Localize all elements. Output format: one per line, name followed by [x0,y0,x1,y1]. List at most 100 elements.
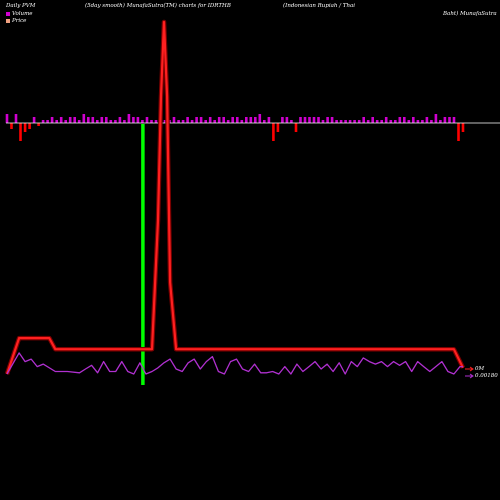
volume-bar [118,117,122,123]
volume-bar [344,120,347,123]
volume-bar [389,120,393,123]
volume-bar [172,117,176,123]
volume-bar [380,120,383,123]
price-level-label: 0.00180 [475,373,498,379]
volume-bar [434,114,438,123]
pvm-line-group [6,352,463,375]
volume-bar [100,117,104,123]
volume-bar [105,117,108,123]
volume-bar [366,120,370,123]
volume-bar [375,120,379,123]
chart-title-middle: (5day smooth) MunafaSutra(TM) charts for… [85,3,231,9]
volume-bar [204,120,207,123]
volume-bar [23,123,27,132]
volume-bar [5,114,9,123]
volume-bar [339,120,343,123]
volume-bar [299,117,302,123]
axis-arrows [465,366,474,379]
volume-bar [10,123,13,129]
volume-bar [457,123,460,141]
legend-volume-swatch [6,12,10,16]
volume-bar [263,120,266,123]
volume-bar [163,120,167,123]
pvm-line [6,352,463,375]
volume-bar [14,114,18,123]
volume-bar [123,120,126,123]
chart-title-right-cont: Baht) MunafaSutra [443,11,497,17]
volume-bar [430,120,433,123]
volume-zero-label: 0M [475,366,484,372]
volume-bar [285,117,289,123]
volume-bar [64,120,67,123]
volume-bar [294,123,298,132]
volume-bar [448,117,451,123]
volume-bar [249,117,253,123]
volume-bar [290,120,293,123]
legend-price-swatch [6,19,10,23]
price-line-group [4,19,466,375]
volume-bar [46,120,49,123]
volume-bar [59,117,63,123]
volume-bars [5,114,465,141]
volume-bar [416,120,420,123]
volume-bar [77,120,81,123]
volume-bar [330,117,334,123]
price-line [5,20,464,375]
volume-bar [317,117,320,123]
volume-bar [353,120,356,123]
volume-bar [236,117,239,123]
volume-bar [312,117,316,123]
volume-bar [50,117,54,123]
volume-bar [82,114,86,123]
volume-bar [394,120,397,123]
volume-bar [55,120,58,123]
volume-bar [348,120,352,123]
volume-bar [267,117,271,123]
volume-bar [68,117,72,123]
volume-bar [412,117,415,123]
volume-bar [245,117,248,123]
volume-bar [371,117,374,123]
volume-bar [73,117,76,123]
volume-bar [452,117,456,123]
legend-price: Price [6,18,26,24]
volume-bar [443,117,447,123]
volume-bar [199,117,203,123]
legend-price-label: Price [12,18,27,24]
volume-bar [335,120,338,123]
volume-bar [231,117,234,123]
volume-bar [254,117,257,123]
volume-bar [186,117,189,123]
volume-bar [109,120,113,123]
volume-bar [281,117,284,123]
volume-bar [37,123,40,126]
volume-bar [384,117,388,123]
volume-bar [407,120,411,123]
volume-bar [96,120,99,123]
volume-bar [177,120,180,123]
volume-bar [276,123,280,132]
volume-bar [114,120,117,123]
chart-title-left: Daily PVM [6,3,36,9]
volume-bar [145,117,149,123]
price-line-outline [4,19,466,375]
volume-zero-arrow [465,366,474,372]
volume-bar [91,117,95,123]
chart-title-right: (Indonesian Rupiah / Thai [283,3,356,9]
legend-volume-label: Volume [12,11,33,17]
volume-bar [398,117,402,123]
volume-bar [421,120,424,123]
volume-bar [41,120,45,123]
volume-bar [461,123,465,132]
volume-bar [439,120,442,123]
volume-bar [181,120,185,123]
volume-bar [208,117,212,123]
volume-bar [190,120,194,123]
price-level-arrow [465,373,474,379]
volume-bar [150,120,153,123]
volume-bar [213,120,216,123]
volume-bar [321,120,325,123]
volume-bar [154,120,158,123]
volume-bar [32,117,36,123]
